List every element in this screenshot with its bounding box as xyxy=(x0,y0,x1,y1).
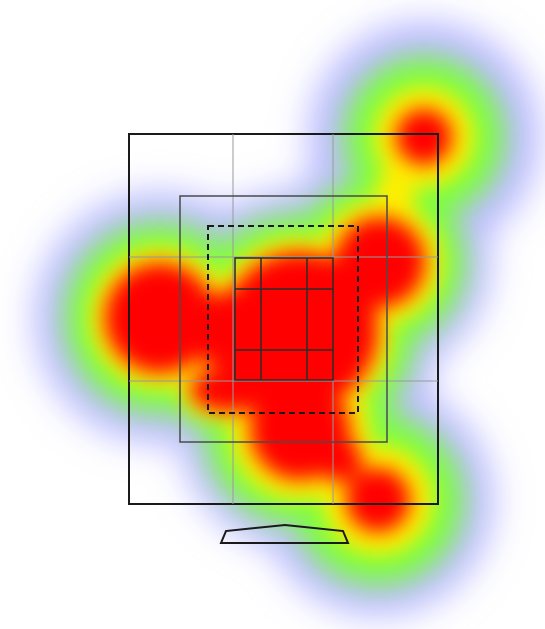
inner-grid xyxy=(235,258,333,380)
screen-outer-frame xyxy=(128,133,439,505)
hotspot-bottom-right-peak-blob xyxy=(346,468,410,532)
inner-box xyxy=(234,257,334,381)
screen-middle-frame xyxy=(179,195,388,443)
heat-bridge-2-peak xyxy=(190,368,270,412)
outer-grid xyxy=(129,134,438,504)
heat-bridge-3-peak xyxy=(318,438,362,482)
center-dashed-box xyxy=(207,225,359,414)
monitor-stand xyxy=(219,523,350,544)
